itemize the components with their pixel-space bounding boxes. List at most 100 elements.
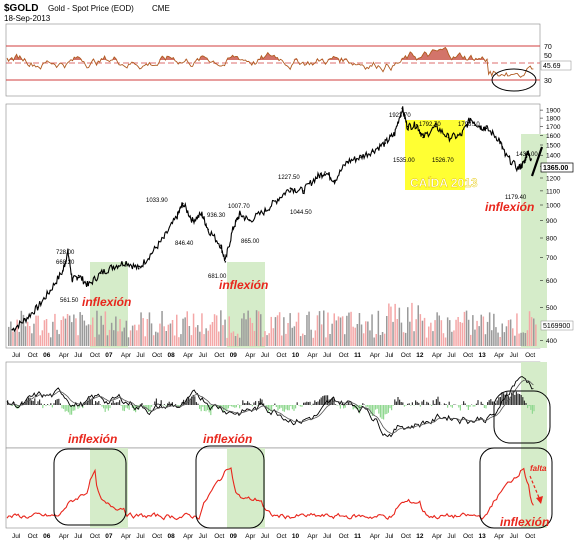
macd-histogram-bar (63, 405, 65, 409)
macd-histogram-bar (50, 403, 52, 405)
macd-histogram-bar (61, 405, 63, 409)
volume-bar (226, 337, 228, 346)
x-tick-label: Apr (370, 533, 381, 540)
macd-histogram-bar (515, 391, 517, 405)
macd-histogram-bar (168, 401, 170, 405)
macd-histogram-bar (386, 405, 388, 414)
macd-histogram-bar (274, 403, 276, 405)
rsi-circle-annotation (491, 68, 537, 92)
volume-bar (451, 331, 453, 346)
macd-histogram-bar (67, 405, 69, 413)
volume-bar (197, 325, 199, 346)
macd-histogram-bar (48, 405, 50, 406)
macd-histogram-bar (459, 405, 461, 411)
macd-histogram-bar (72, 405, 74, 411)
volume-bar (331, 323, 333, 346)
macd-histogram-bar (277, 405, 279, 411)
macd-histogram-bar (203, 405, 205, 411)
volume-bar (442, 333, 445, 346)
price-point (150, 252, 153, 255)
volume-bar (304, 335, 306, 346)
macd-histogram-bar (351, 404, 353, 405)
label-1792: 1792.70 (419, 122, 441, 128)
price-point (224, 261, 227, 263)
x-tick-label: Jul (12, 533, 21, 540)
macd-histogram-bar (317, 401, 319, 405)
macd-histogram-bar (466, 405, 468, 407)
macd-histogram-bar (139, 404, 141, 405)
volume-bar (20, 310, 23, 346)
macd-histogram-bar (285, 405, 287, 410)
macd-histogram-bar (43, 404, 45, 405)
macd-histogram-bar (453, 404, 455, 405)
label-865: 865.00 (241, 239, 260, 245)
x-tick-label: Oct (339, 352, 349, 359)
macd-histogram-bar (407, 403, 409, 405)
macd-histogram-bar (322, 396, 324, 405)
price-point (447, 136, 450, 139)
macd-histogram-bar (122, 405, 124, 411)
price-y-tick-label: 700 (546, 255, 557, 262)
x-tick-label: Apr (245, 533, 256, 540)
x-tick-label: Oct (90, 533, 100, 540)
volume-bar (505, 326, 508, 346)
price-x-axis: Jul Oct 06 Apr Jul Oct 07 Apr Jul Oct 08 Apr Jul Oct 0… (12, 352, 535, 359)
macd-histogram-bar (512, 391, 514, 405)
price-point (112, 265, 115, 268)
volume-bar (423, 317, 426, 346)
price-point (71, 279, 74, 282)
macd-histogram-bar (207, 405, 209, 411)
macd-circle-annotation (493, 390, 551, 444)
macd-histogram-bar (495, 403, 497, 405)
macd-histogram-bar (397, 397, 399, 405)
volume-bar (407, 307, 409, 346)
price-point (393, 132, 396, 135)
volume-bar (108, 329, 111, 346)
macd-histogram-bar (528, 405, 530, 407)
macd-histogram-bar (501, 392, 503, 405)
rsi-tick-30: 30 (544, 78, 552, 85)
volume-bar (163, 326, 165, 346)
macd-histogram-bar (141, 403, 143, 405)
volume-bar (425, 337, 428, 346)
volume-bar (119, 319, 121, 346)
volume-last-value: 5169900 (543, 323, 570, 330)
volume-bar (127, 337, 130, 346)
volume-bar (138, 324, 140, 346)
x-tick-label: Jul (323, 352, 332, 359)
volume-bar (207, 330, 209, 346)
macd-panel: inflexión inflexión (5, 361, 551, 449)
macd-histogram-bar (189, 398, 191, 405)
volume-bar (152, 335, 155, 346)
macd-histogram-bar (320, 397, 322, 405)
volume-bar (344, 334, 346, 346)
volume-bar (276, 315, 279, 346)
price-point (182, 202, 184, 205)
macd-histogram-bar (279, 405, 281, 409)
x-tick-label: Oct (90, 352, 100, 359)
volume-bar (209, 324, 212, 346)
rsi-tick-70: 70 (544, 44, 552, 51)
volume-bar (421, 320, 424, 346)
macd-histogram-bar (149, 405, 151, 412)
price-point (36, 306, 39, 309)
volume-bar (115, 316, 117, 346)
volume-bar (161, 311, 163, 346)
label-728: 728.00 (56, 250, 75, 256)
volume-bar (211, 322, 214, 346)
macd-histogram-bar (467, 405, 469, 410)
volume-bar (289, 313, 291, 346)
volume-bar (87, 324, 90, 346)
macd-histogram-bar (490, 399, 492, 405)
volume-bar (140, 312, 142, 346)
x-tick-label: Oct (28, 352, 38, 359)
macd-histogram-bar (498, 397, 500, 405)
macd-histogram-bar (45, 405, 47, 407)
label-1179: 1179.40 (505, 195, 527, 201)
volume-bar (224, 319, 226, 346)
volume-bar (339, 317, 342, 346)
macd-histogram-bar (253, 402, 255, 405)
volume-bar (110, 322, 113, 346)
volume-bar (66, 314, 69, 346)
label-1434: 1434.00 (516, 152, 538, 158)
